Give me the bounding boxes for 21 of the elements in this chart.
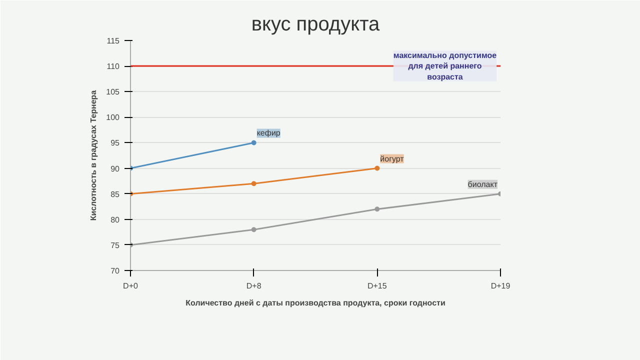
series-label: йогурт	[380, 154, 404, 164]
x-tick-label: D+8	[246, 282, 262, 290]
chart-title: вкус продукта	[251, 14, 381, 36]
y-tick-label: 110	[106, 62, 120, 72]
y-tick-label: 90	[110, 164, 120, 174]
ref-line-label: максимально допустимое для детей раннего возраста	[393, 50, 498, 82]
y-tick-label: 100	[106, 113, 120, 122]
y-tick-label: 80	[110, 215, 120, 224]
x-tick-label: D+15	[367, 282, 388, 290]
y-tick-label: 95	[110, 138, 120, 148]
x-tick-label: D+19	[490, 282, 511, 290]
y-tick-label: 115	[106, 36, 120, 46]
x-tick-label: D+0	[123, 282, 138, 290]
x-axis-title: Количество дней с даты производства продукта, сроки годности	[186, 298, 446, 308]
series-label: кефир	[256, 128, 281, 138]
y-axis-title: Кислотность в градусах Тернера	[89, 90, 98, 221]
series-label: биолакт	[468, 180, 498, 189]
y-tick-label: 70	[110, 266, 120, 276]
y-tick-label: 75	[110, 240, 120, 250]
y-tick-label: 105	[106, 88, 120, 97]
y-tick-label: 85	[110, 190, 120, 199]
